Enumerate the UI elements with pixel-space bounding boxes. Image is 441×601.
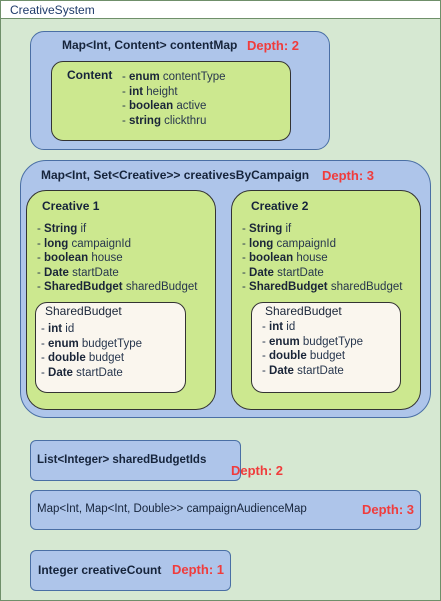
content-field: - boolean active <box>122 100 207 112</box>
creative-field: - String if <box>242 223 292 235</box>
creative-field: - Date startDate <box>37 266 119 279</box>
campaign-audience-map-box <box>30 490 421 530</box>
content-field: - int height <box>122 85 178 98</box>
content-field: - enum contentType <box>122 71 226 83</box>
campaign-audience-map-depth: Depth: 3 <box>362 502 414 517</box>
shared-budget-field: - Date startDate <box>41 366 123 379</box>
shared-budget-field: - Date startDate <box>262 364 344 377</box>
creative-2-shared-budget-title: SharedBudget <box>265 304 342 318</box>
creative-1-shared-budget-box <box>35 302 186 393</box>
creative-field: - boolean house <box>242 252 328 264</box>
creative-1-field-list: - String if - long campaignId - boolean … <box>37 222 197 295</box>
creative-field: - Date startDate <box>242 266 324 279</box>
creative-1-title: Creative 1 <box>42 199 100 213</box>
creative-field: - long campaignId <box>37 237 131 250</box>
creative-2-shared-budget-box <box>251 302 401 393</box>
shared-budget-field: - double budget <box>262 350 346 362</box>
content-map-depth: Depth: 2 <box>247 38 299 53</box>
creative-count-depth: Depth: 1 <box>172 562 224 577</box>
creative-field: - boolean house <box>37 252 123 264</box>
creative-field: - SharedBudget sharedBudget <box>37 281 198 293</box>
shared-budget-field: - int id <box>41 323 75 335</box>
content-field-list: - enum contentType - int height - boolea… <box>122 70 226 128</box>
creative-2-shared-budget-field-list: - int id - enum budgetType - double budg… <box>262 320 363 378</box>
content-class-box <box>51 61 291 141</box>
creative-2-title: Creative 2 <box>251 199 309 213</box>
content-map-header: Map<Int, Content> contentMap <box>62 38 238 52</box>
creatives-by-campaign-depth: Depth: 3 <box>322 168 374 183</box>
shared-budget-ids-box <box>30 440 241 481</box>
shared-budget-field: - int id <box>262 321 296 333</box>
shared-budget-ids-label: List<Integer> sharedBudgetIds <box>37 454 207 466</box>
creative-count-label: Integer creativeCount <box>38 563 162 577</box>
campaign-audience-map-label: Map<Int, Map<Int, Double>> campaignAudie… <box>37 503 307 515</box>
creative-count-box <box>30 550 231 591</box>
creative-1-shared-budget-field-list: - int id - enum budgetType - double budg… <box>41 322 142 380</box>
content-field: - string clickthru <box>122 114 207 127</box>
content-class-title: Content <box>67 68 113 82</box>
creatives-by-campaign-header: Map<Int, Set<Creative>> creativesByCampa… <box>41 168 310 182</box>
creative-1-shared-budget-title: SharedBudget <box>45 304 122 318</box>
creative-field: - SharedBudget sharedBudget <box>242 281 403 293</box>
shared-budget-field: - enum budgetType <box>262 335 364 348</box>
creative-field: - String if <box>37 223 87 235</box>
creative-system-title: CreativeSystem <box>10 3 95 17</box>
shared-budget-ids-depth: Depth: 2 <box>231 463 283 478</box>
shared-budget-field: - enum budgetType <box>41 337 143 350</box>
shared-budget-field: - double budget <box>41 352 125 364</box>
creative-2-field-list: - String if - long campaignId - boolean … <box>242 222 402 295</box>
creative-field: - long campaignId <box>242 237 336 250</box>
